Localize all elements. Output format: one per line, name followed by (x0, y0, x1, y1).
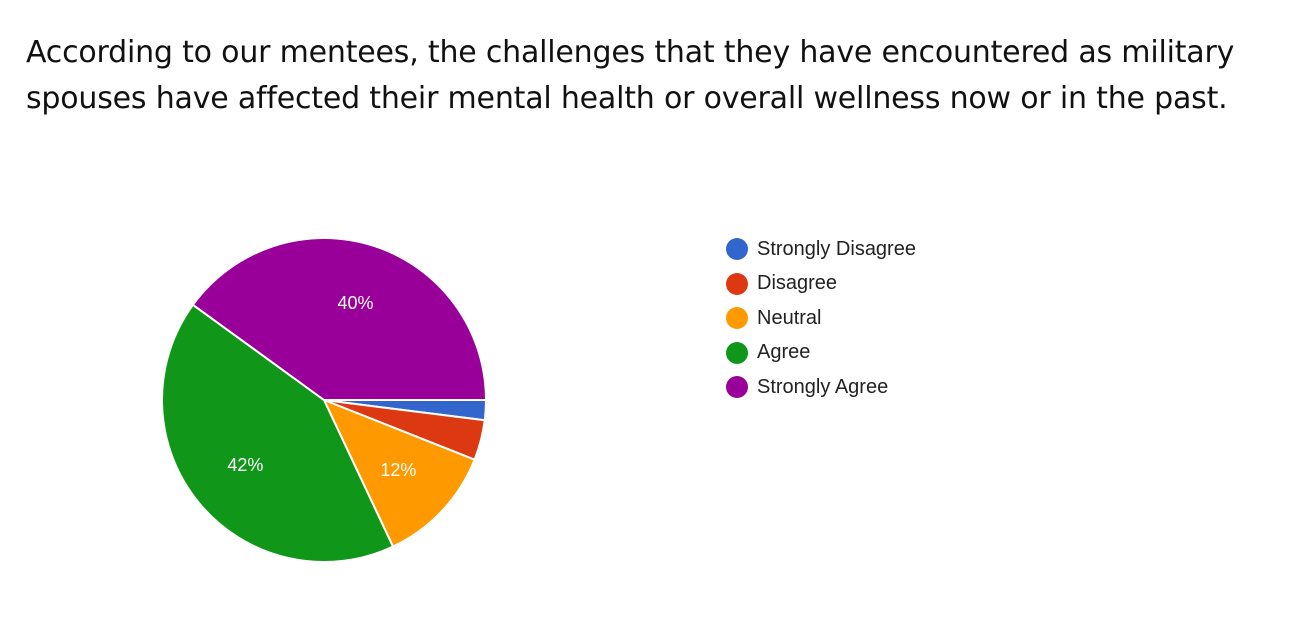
legend-item-disagree[interactable]: Disagree (726, 267, 916, 302)
legend-item-agree[interactable]: Agree (726, 336, 916, 371)
legend-item-strongly-disagree[interactable]: Strongly Disagree (726, 232, 916, 267)
slice-data-label-neutral: 12% (380, 460, 416, 480)
chart-legend: Strongly Disagree Disagree Neutral Agree Str… (726, 232, 916, 405)
legend-item-neutral[interactable]: Neutral (726, 301, 916, 336)
legend-label: Neutral (757, 306, 822, 329)
legend-label: Strongly Disagree (757, 237, 916, 260)
legend-swatch-icon (726, 307, 748, 330)
pie-slice-neutral[interactable] (323, 399, 476, 548)
legend-item-strongly-agree[interactable]: Strongly Agree (726, 370, 916, 405)
legend-swatch-icon (726, 272, 748, 295)
legend-swatch-icon (726, 238, 748, 261)
pie-slice-strongly-agree[interactable] (191, 237, 487, 401)
legend-label: Strongly Agree (757, 375, 889, 398)
legend-swatch-icon (726, 376, 748, 399)
legend-label: Agree (757, 341, 811, 364)
chart-title: According to our mentees, the challenges… (26, 35, 1235, 116)
legend-label: Disagree (757, 272, 838, 295)
pie-slice-agree[interactable] (161, 303, 394, 563)
slice-data-label-agree: 42% (227, 455, 263, 475)
slice-data-label-strongly-agree: 40% (337, 293, 373, 313)
pie-data-labels: 12% 42% 40% (227, 293, 416, 480)
legend-swatch-icon (726, 341, 748, 364)
pie-slices (161, 237, 487, 563)
